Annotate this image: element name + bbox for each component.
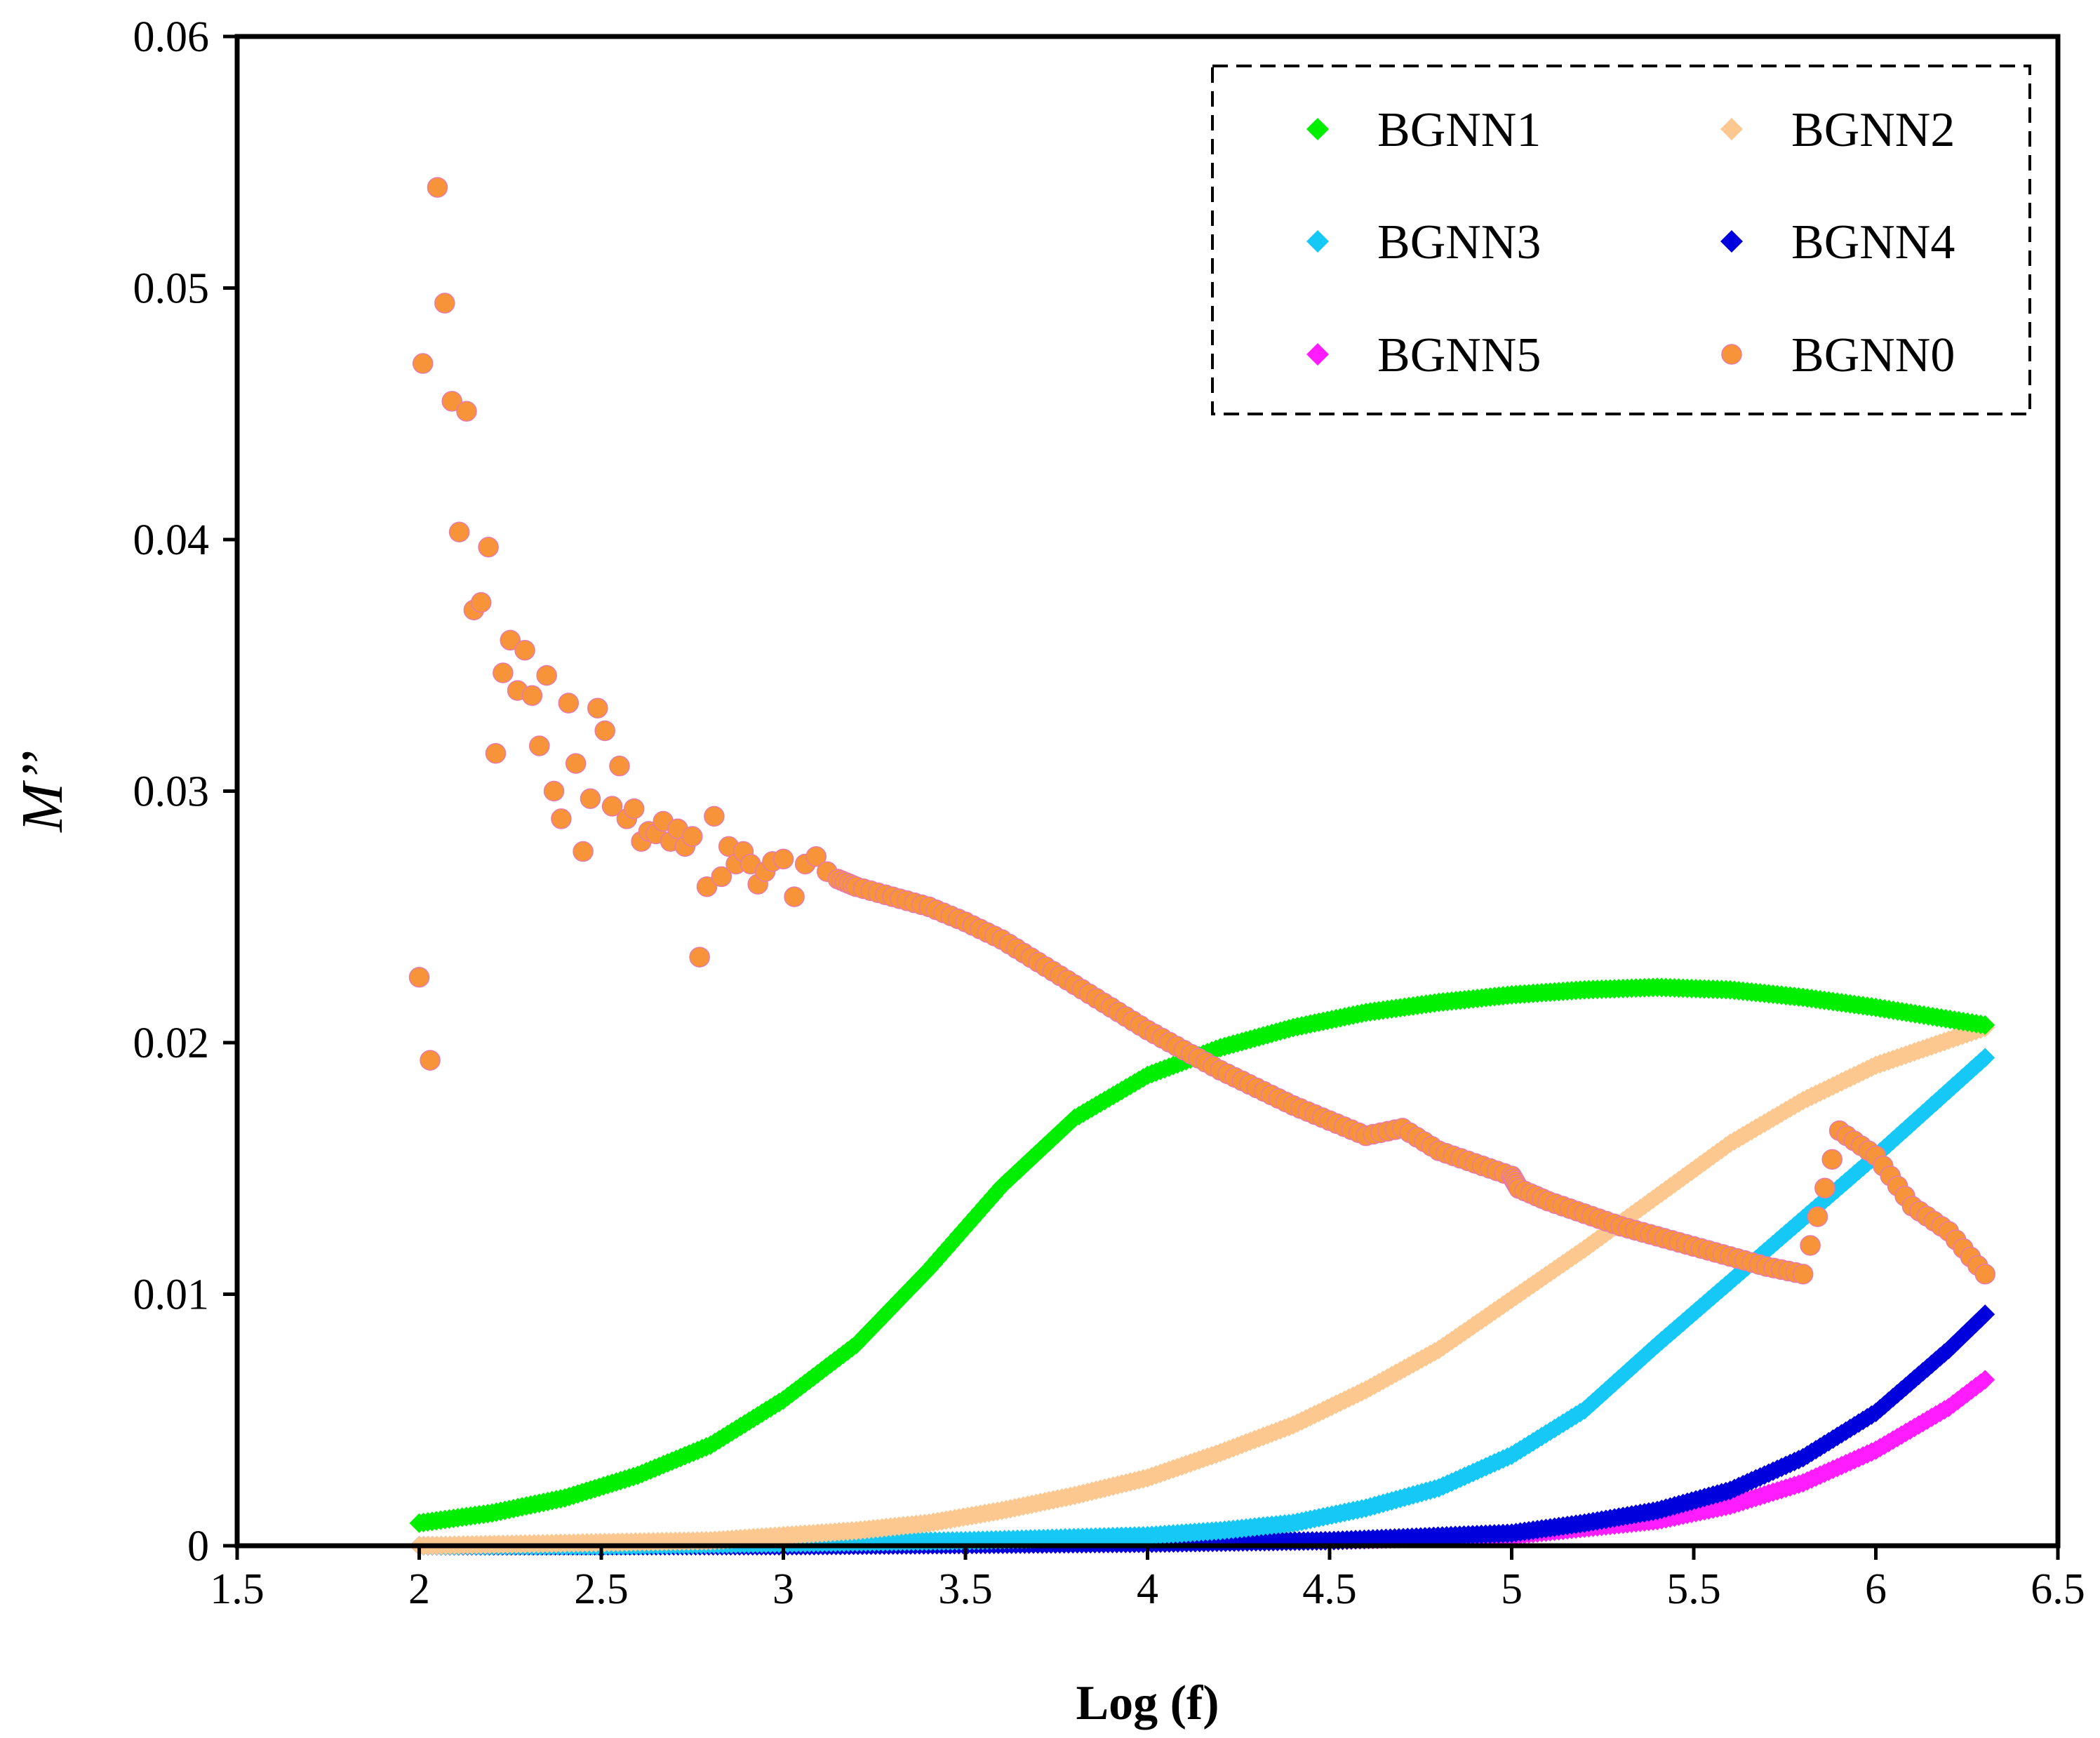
- data-point-bgnn0: [1792, 1264, 1814, 1285]
- y-tick-label: 0: [187, 1523, 209, 1570]
- data-point-bgnn0: [551, 808, 572, 829]
- legend-marker-diamond-icon: [1306, 230, 1329, 253]
- legend-item-bgnn0: BGNN0: [1721, 328, 1955, 382]
- data-point-bgnn0: [420, 1050, 441, 1071]
- data-point-bgnn0: [696, 876, 718, 897]
- data-point-bgnn0: [623, 798, 645, 820]
- x-axis-title: Log (f): [1076, 1676, 1219, 1730]
- x-tick-label: 2.5: [574, 1565, 629, 1613]
- data-point-bgnn0: [521, 685, 543, 707]
- y-tick-label: 0.03: [133, 768, 210, 816]
- data-point-bgnn0: [456, 401, 477, 422]
- legend-marker-circle-icon: [1721, 344, 1742, 365]
- data-point-bgnn0: [1974, 1264, 1995, 1285]
- data-point-bgnn0: [1814, 1177, 1835, 1198]
- data-point-bgnn0: [441, 391, 462, 412]
- x-tick-label: 6.5: [2031, 1565, 2085, 1613]
- x-tick-label: 4: [1137, 1565, 1158, 1613]
- y-tick-label: 0.05: [133, 265, 210, 313]
- series-bgnn0: [408, 177, 1995, 1285]
- data-point-bgnn0: [427, 177, 448, 198]
- data-point-bgnn0: [529, 735, 550, 756]
- data-point-bgnn0: [514, 639, 535, 661]
- legend-item-bgnn1: BGNN1: [1306, 103, 1541, 157]
- axes: 1.5 2 2.5 3 3.5 4 4.5 5 5.5 6 6.5 0 0.01 0.02 0.03 0.04…: [133, 13, 2085, 1613]
- data-point-bgnn0: [689, 947, 710, 968]
- data-point-bgnn0: [448, 521, 470, 542]
- data-point-bgnn0: [408, 967, 430, 988]
- x-tick-label: 3.5: [938, 1565, 993, 1613]
- y-tick-label: 0.04: [133, 516, 210, 564]
- legend-label: BGNN2: [1791, 103, 1955, 157]
- data-point-bgnn0: [478, 537, 499, 558]
- data-point-bgnn0: [573, 841, 594, 862]
- data-point-bgnn0: [500, 629, 521, 651]
- data-point-bgnn0: [784, 886, 805, 907]
- data-point-bgnn0: [682, 826, 703, 847]
- data-point-bgnn0: [485, 742, 507, 764]
- data-point-bgnn0: [704, 806, 725, 827]
- data-point-bgnn0: [1821, 1149, 1842, 1170]
- legend-label: BGNN4: [1791, 215, 1955, 269]
- data-point-bgnn0: [805, 845, 827, 867]
- x-tick-label: 3: [773, 1565, 794, 1613]
- data-point-bgnn0: [536, 664, 557, 686]
- data-point-bgnn0: [1800, 1235, 1821, 1256]
- y-tick-label: 0.01: [133, 1271, 210, 1319]
- data-point-bgnn0: [493, 662, 514, 683]
- data-point-bgnn3: [1975, 1048, 1995, 1068]
- data-point-bgnn0: [609, 755, 630, 777]
- series-bgnn4: [409, 1304, 1995, 1556]
- data-point-bgnn0: [412, 353, 434, 374]
- legend-item-bgnn5: BGNN5: [1306, 328, 1541, 382]
- data-point-bgnn0: [1807, 1206, 1828, 1227]
- legend-box: [1211, 65, 2031, 415]
- legend-marker-diamond-icon: [1720, 118, 1743, 140]
- data-point-bgnn0: [565, 753, 587, 774]
- legend-marker-diamond-icon: [1306, 343, 1329, 366]
- data-point-bgnn0: [580, 788, 601, 810]
- data-point-bgnn0: [773, 848, 794, 870]
- x-tick-label: 2: [408, 1565, 430, 1613]
- y-tick-label: 0.06: [133, 13, 210, 61]
- legend-label: BGNN1: [1377, 103, 1541, 157]
- y-tick-label: 0.02: [133, 1020, 210, 1067]
- legend-item-bgnn3: BGNN3: [1306, 215, 1541, 269]
- x-tick-label: 4.5: [1302, 1565, 1357, 1613]
- series-bgnn2: [409, 1017, 1995, 1556]
- series-bgnn1: [409, 977, 1995, 1533]
- data-point-bgnn4: [1975, 1304, 1995, 1325]
- data-point-bgnn0: [587, 697, 608, 718]
- legend-marker-diamond-icon: [1720, 230, 1743, 253]
- data-point-bgnn1: [1975, 1015, 1995, 1035]
- data-point-bgnn0: [601, 796, 623, 817]
- y-axis-title: M’’: [10, 750, 75, 833]
- legend-marker-diamond-icon: [1306, 118, 1329, 140]
- data-point-bgnn5: [1975, 1370, 1995, 1390]
- data-point-bgnn0: [543, 780, 565, 802]
- legend-label: BGNN0: [1791, 328, 1955, 382]
- x-tick-label: 1.5: [210, 1565, 265, 1613]
- data-point-bgnn0: [470, 591, 492, 613]
- x-tick-label: 5.5: [1666, 1565, 1721, 1613]
- data-point-bgnn0: [594, 720, 615, 742]
- data-point-bgnn0: [711, 866, 733, 888]
- x-tick-label: 6: [1865, 1565, 1887, 1613]
- legend-label: BGNN5: [1377, 328, 1541, 382]
- legend-label: BGNN3: [1377, 215, 1541, 269]
- data-point-bgnn0: [558, 693, 580, 714]
- legend-item-bgnn2: BGNN2: [1720, 103, 1955, 157]
- legend-item-bgnn4: BGNN4: [1720, 215, 1955, 269]
- data-point-bgnn0: [434, 293, 455, 314]
- legend: BGNN1 BGNN2 BGNN3 BGNN4 BGNN5 BGNN0: [1211, 65, 2031, 415]
- x-tick-label: 5: [1501, 1565, 1523, 1613]
